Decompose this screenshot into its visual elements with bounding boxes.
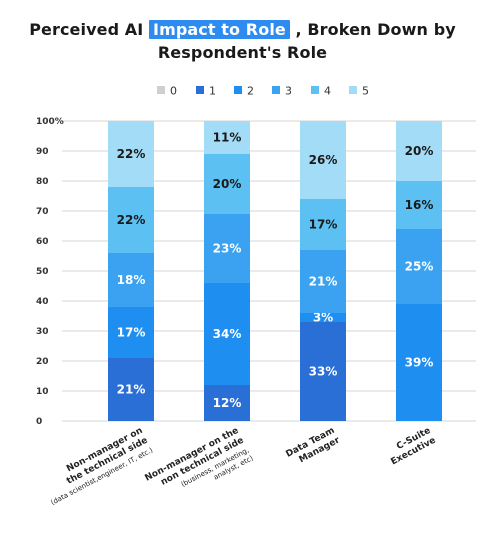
bar-segment (396, 229, 442, 304)
bar-segment (204, 121, 250, 154)
legend-swatch-4 (311, 86, 319, 94)
data-label: 34% (213, 327, 242, 341)
data-label: 17% (117, 326, 146, 340)
data-label: 26% (309, 153, 338, 167)
bar-segment (108, 187, 154, 253)
bar-segment (108, 307, 154, 358)
chart-title: Perceived AI Impact to Role , Broken Dow… (0, 18, 485, 64)
bar-segment (396, 304, 442, 421)
legend-swatch-3 (272, 86, 280, 94)
data-label: 20% (213, 177, 242, 191)
legend-swatch-5 (349, 86, 357, 94)
data-label: 21% (309, 275, 338, 289)
bar-segment (396, 181, 442, 229)
legend-swatch-1 (196, 86, 204, 94)
y-tick-label: 80 (36, 177, 49, 187)
legend-label-1: 1 (209, 85, 216, 98)
y-tick-label: 60 (36, 237, 49, 247)
bar-segment (300, 322, 346, 421)
title-line-2: Respondent's Role (157, 43, 328, 62)
data-label: 22% (117, 147, 146, 161)
bar-segment (204, 385, 250, 421)
bar-segment (300, 199, 346, 250)
y-tick-label: 50 (36, 267, 49, 277)
data-label: 20% (405, 144, 434, 158)
data-label: 22% (117, 213, 146, 227)
data-label: 16% (405, 198, 434, 212)
data-label: 12% (213, 396, 242, 410)
y-tick-label: 0 (36, 417, 42, 427)
y-tick-label: 100% (36, 117, 64, 127)
legend-label-2: 2 (247, 85, 254, 98)
legend-label-3: 3 (285, 85, 292, 98)
legend-label-0: 0 (170, 85, 177, 98)
data-label: 25% (405, 260, 434, 274)
bar-segment (108, 358, 154, 421)
bar-segment (108, 121, 154, 187)
data-label: 11% (213, 131, 242, 145)
y-tick-label: 70 (36, 207, 49, 217)
bar-segment (396, 121, 442, 181)
data-label: 17% (309, 218, 338, 232)
bar-segment (300, 313, 346, 322)
bar-segment (300, 121, 346, 199)
bar-segment (300, 250, 346, 313)
data-label: 21% (117, 383, 146, 397)
legend-label-5: 5 (362, 85, 369, 98)
title-highlight: Impact to Role (149, 20, 290, 39)
legend-swatch-2 (234, 86, 242, 94)
y-tick-label: 90 (36, 147, 49, 157)
bar-segment (204, 154, 250, 214)
y-tick-label: 40 (36, 297, 49, 307)
title-part-2: , Broken Down by (289, 20, 456, 39)
y-tick-label: 20 (36, 357, 49, 367)
data-label: 3% (313, 311, 333, 325)
data-label: 18% (117, 273, 146, 287)
legend-label-4: 4 (324, 85, 331, 98)
title-part-1: Perceived AI (29, 20, 150, 39)
bar-segment (204, 214, 250, 283)
bar-segment (108, 253, 154, 307)
data-label: 39% (405, 356, 434, 370)
y-tick-label: 10 (36, 387, 49, 397)
y-tick-label: 30 (36, 327, 49, 337)
legend-swatch-0 (157, 86, 165, 94)
data-label: 23% (213, 242, 242, 256)
data-label: 33% (309, 365, 338, 379)
title-line-1: Perceived AI Impact to Role , Broken Dow… (0, 18, 485, 41)
bar-segment (204, 283, 250, 385)
